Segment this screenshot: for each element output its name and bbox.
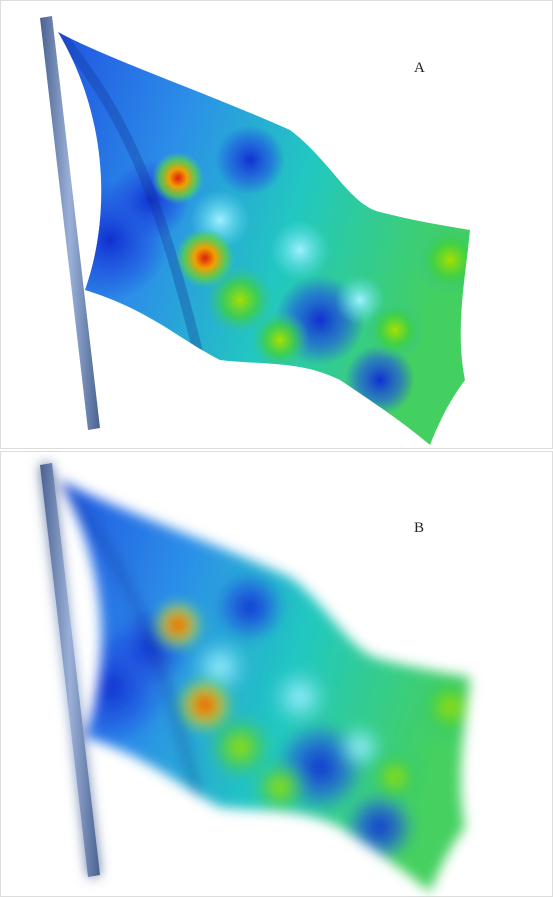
panel-label: B <box>414 520 424 536</box>
figure-canvas: A B <box>0 0 553 897</box>
figure: A B <box>0 0 553 897</box>
panel-a: A <box>1 1 553 451</box>
panel-label: A <box>414 60 425 76</box>
panel-b: B <box>1 452 553 897</box>
